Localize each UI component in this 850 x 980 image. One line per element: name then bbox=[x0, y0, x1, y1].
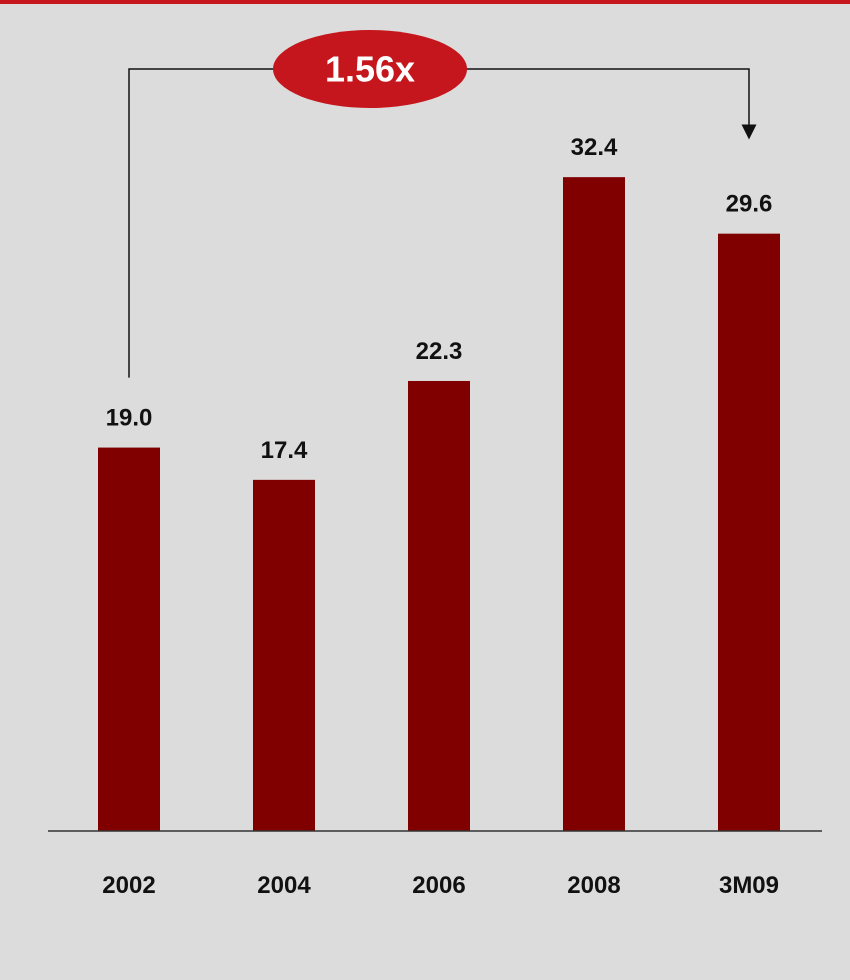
value-label-2008: 32.4 bbox=[571, 134, 618, 161]
bar-2008 bbox=[563, 177, 625, 831]
bar-2002 bbox=[98, 447, 160, 831]
category-label-2006: 2006 bbox=[412, 872, 465, 899]
bar-2006 bbox=[408, 380, 470, 831]
category-label-2002: 2002 bbox=[102, 872, 155, 899]
growth-bracket-line bbox=[128, 68, 757, 378]
value-label-3m09: 29.6 bbox=[726, 191, 773, 218]
value-label-2004: 17.4 bbox=[261, 437, 308, 464]
labels: 19.0 2002 17.4 2004 22.3 2006 32.4 2008 29.6 3M09 bbox=[102, 134, 779, 899]
category-label-2008: 2008 bbox=[567, 872, 620, 899]
bars bbox=[98, 177, 780, 831]
category-label-2004: 2004 bbox=[257, 872, 311, 899]
growth-multiplier-badge bbox=[273, 30, 467, 108]
bar-2004 bbox=[253, 479, 315, 831]
bar-3m09 bbox=[718, 233, 780, 831]
top-accent-rule bbox=[0, 0, 850, 4]
value-label-2006: 22.3 bbox=[416, 338, 463, 365]
growth-multiplier-label: 1.56x bbox=[325, 49, 415, 90]
category-label-3m09: 3M09 bbox=[719, 872, 779, 899]
value-label-2002: 19.0 bbox=[106, 405, 153, 432]
growth-callout: 1.56x bbox=[128, 30, 757, 378]
